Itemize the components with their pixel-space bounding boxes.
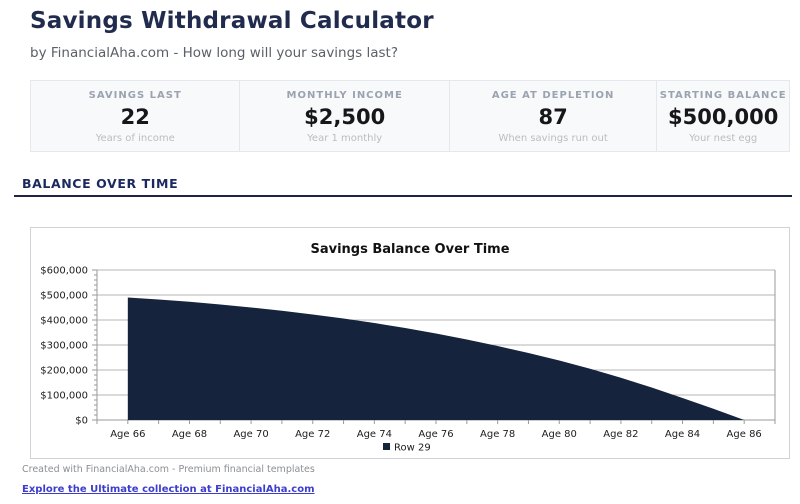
- legend-label: Row 29: [394, 443, 431, 454]
- x-axis-label: Age 78: [480, 429, 515, 440]
- y-axis-label: $100,000: [40, 391, 88, 402]
- footer-explore-link[interactable]: Explore the Ultimate collection at Finan…: [22, 484, 315, 495]
- savings-chart-svg: Savings Balance Over Time $0 $100,000 $200,…: [40, 242, 776, 454]
- stat-sub: Years of income: [95, 133, 175, 144]
- x-axis-label: Age 84: [665, 429, 700, 440]
- section-divider: [14, 195, 792, 197]
- stat-value: 22: [120, 105, 150, 129]
- x-axis-label: Age 76: [418, 429, 453, 440]
- stat-label: MONTHLY INCOME: [286, 90, 403, 101]
- stat-label: SAVINGS LAST: [88, 90, 182, 101]
- page-subtitle: by FinancialAha.com - How long will your…: [30, 45, 399, 61]
- x-axis-label: Age 66: [110, 429, 145, 440]
- x-axis-label: Age 82: [603, 429, 638, 440]
- x-axis-label: Age 70: [233, 429, 268, 440]
- stat-card-starting-balance: STARTING BALANCE $500,000 Your nest egg: [656, 81, 789, 151]
- stat-value: $2,500: [304, 105, 386, 129]
- x-axis-label: Age 72: [295, 429, 330, 440]
- stat-sub: Year 1 monthly: [307, 133, 383, 144]
- y-axis-label: $400,000: [40, 316, 88, 327]
- stat-card-savings-last: SAVINGS LAST 22 Years of income: [31, 81, 239, 151]
- stat-card-monthly-income: MONTHLY INCOME $2,500 Year 1 monthly: [239, 81, 448, 151]
- y-axis-label: $600,000: [40, 266, 88, 277]
- y-axis-label: $0: [75, 416, 88, 427]
- stats-row: SAVINGS LAST 22 Years of income MONTHLY …: [30, 80, 790, 152]
- stat-card-age-at-depletion: AGE AT DEPLETION 87 When savings run out: [448, 81, 656, 151]
- stat-sub: Your nest egg: [689, 133, 758, 144]
- stat-value: 87: [538, 105, 568, 129]
- stat-value: $500,000: [668, 105, 779, 129]
- balance-area-series: [127, 297, 745, 420]
- legend-swatch: [383, 443, 390, 450]
- y-axis-label: $500,000: [40, 291, 88, 302]
- stat-sub: When savings run out: [498, 133, 608, 144]
- y-axis-label: $300,000: [40, 341, 88, 352]
- chart-title: Savings Balance Over Time: [310, 242, 509, 257]
- x-axis-label: Age 86: [727, 429, 762, 440]
- page-title: Savings Withdrawal Calculator: [30, 8, 434, 34]
- x-axis-label: Age 80: [542, 429, 577, 440]
- x-axis-label: Age 68: [172, 429, 207, 440]
- x-axis-label: Age 74: [357, 429, 392, 440]
- stat-label: STARTING BALANCE: [659, 90, 787, 101]
- stat-label: AGE AT DEPLETION: [491, 90, 615, 101]
- section-heading-balance-over-time: BALANCE OVER TIME: [22, 176, 179, 191]
- y-axis-label: $200,000: [40, 366, 88, 377]
- footer-note: Created with FinancialAha.com - Premium …: [22, 464, 315, 475]
- chart-panel: Savings Balance Over Time $0 $100,000 $200,…: [30, 227, 790, 459]
